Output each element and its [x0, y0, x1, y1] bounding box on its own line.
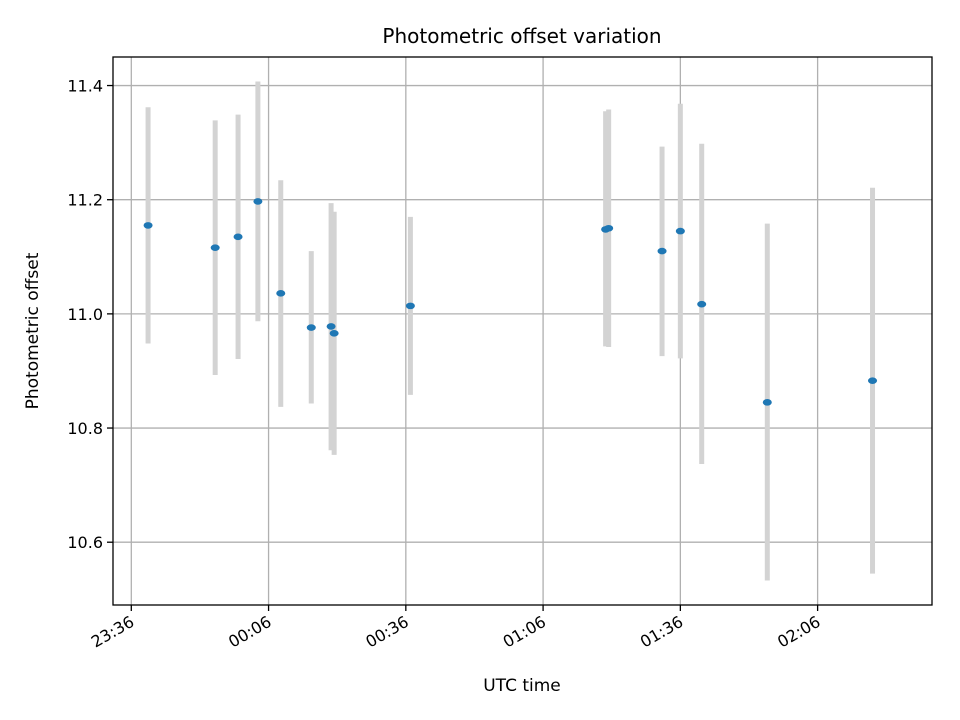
x-tick-label: 23:36 [88, 612, 137, 652]
x-tick-label: 01:36 [637, 612, 686, 652]
x-tick-label: 00:06 [225, 612, 274, 652]
x-axis: 23:36 00:06 00:36 01:06 01:36 02:06 [88, 605, 824, 652]
data-points [143, 198, 878, 406]
x-tick-label: 02:06 [774, 612, 823, 652]
y-tick-label: 11.2 [67, 191, 103, 210]
y-tick-label: 10.6 [67, 533, 103, 552]
y-axis-label: Photometric offset [23, 252, 43, 409]
chart-title: Photometric offset variation [382, 24, 661, 48]
data-point [306, 324, 316, 331]
data-point [405, 302, 415, 310]
data-point [210, 244, 220, 251]
data-point [253, 198, 263, 205]
x-tick-label: 01:06 [500, 612, 549, 652]
y-tick-label: 11.4 [67, 77, 103, 96]
data-point [657, 247, 667, 255]
data-point [143, 222, 153, 229]
data-point [233, 233, 243, 241]
y-tick-label: 10.8 [67, 419, 103, 438]
data-point [329, 329, 339, 337]
data-point [604, 224, 614, 232]
errorbars [145, 81, 876, 581]
data-point [276, 290, 286, 297]
data-point [675, 227, 685, 235]
plot-frame [112, 56, 933, 606]
data-point [868, 377, 878, 384]
data-point [697, 300, 707, 308]
x-tick-label: 00:36 [362, 612, 411, 652]
data-point [762, 399, 772, 406]
data-point [326, 323, 336, 330]
x-axis-label: UTC time [483, 676, 561, 696]
y-axis: 10.6 10.8 11.0 11.2 11.4 [67, 77, 113, 552]
y-tick-label: 11.0 [67, 305, 103, 324]
